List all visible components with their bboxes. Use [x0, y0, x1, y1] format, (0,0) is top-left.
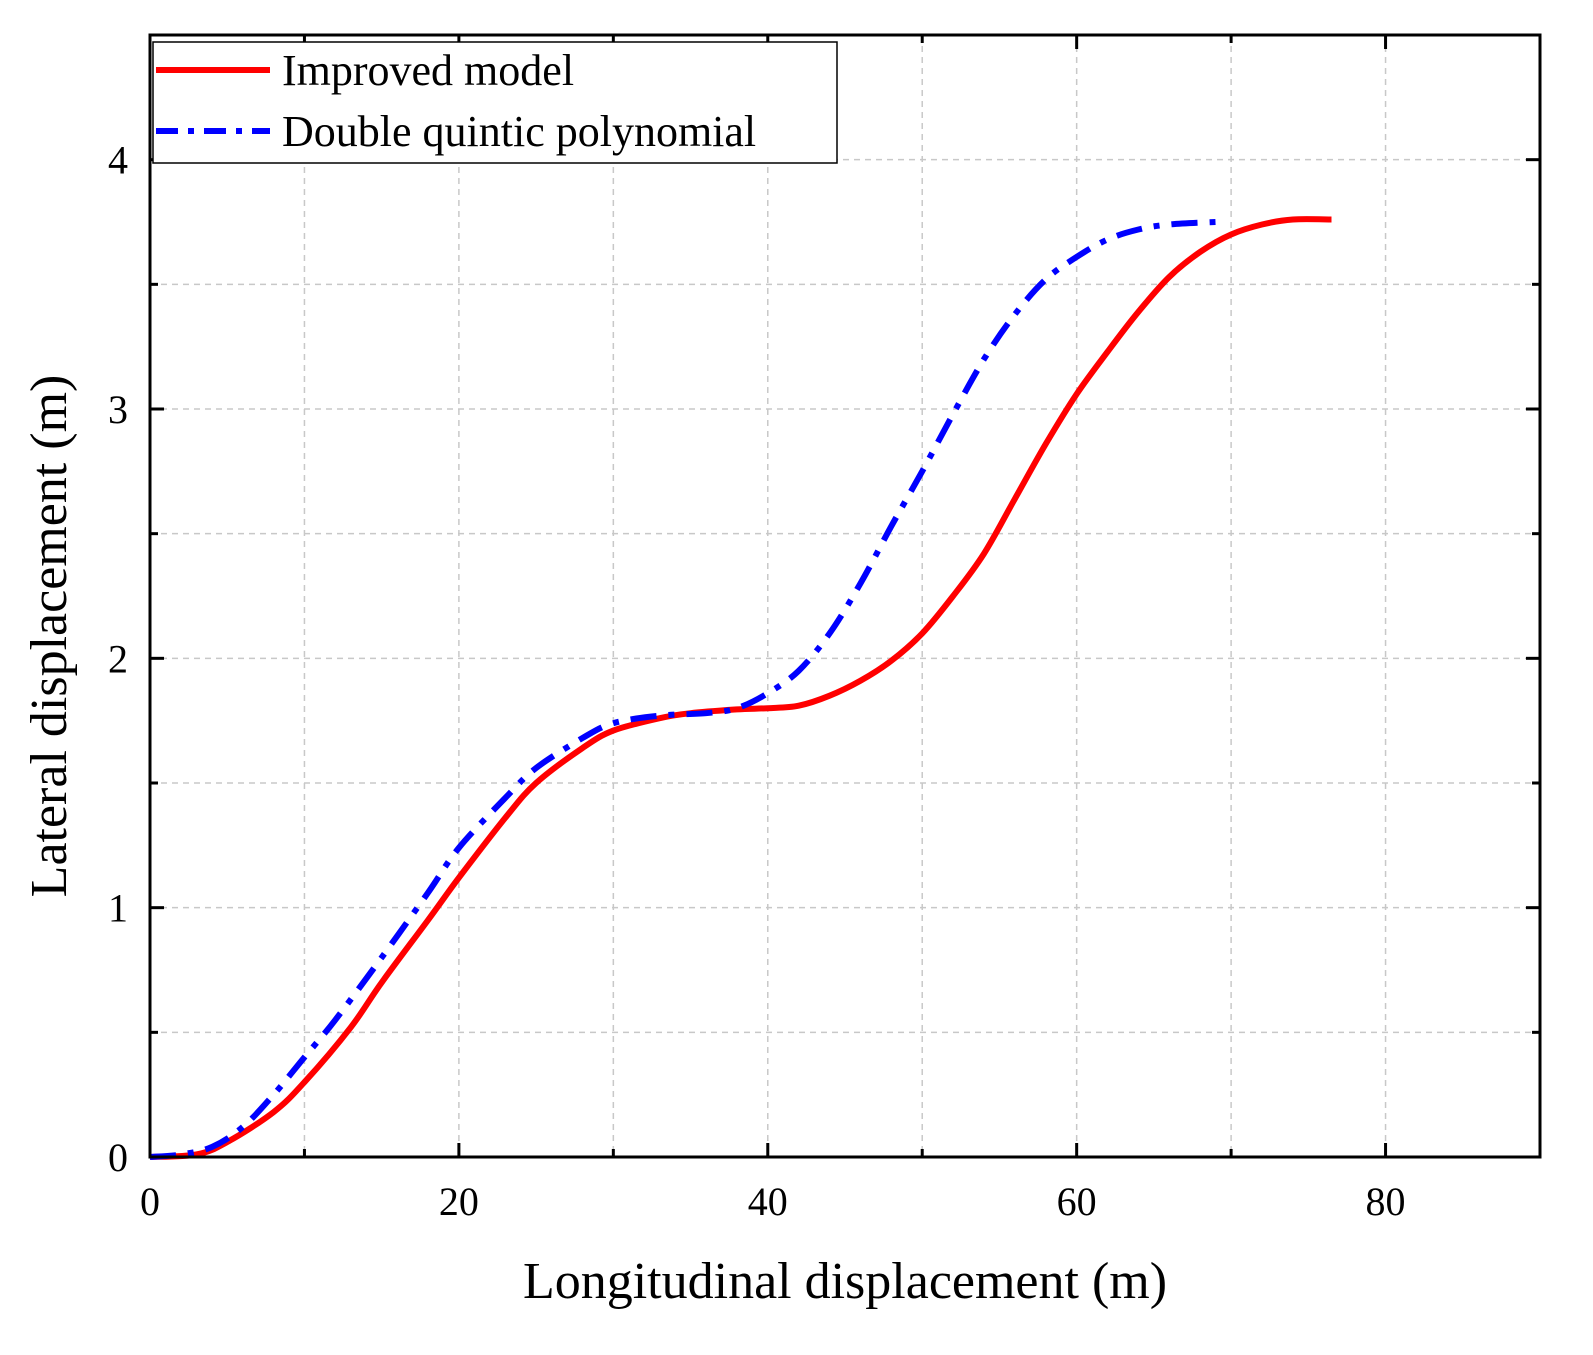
- x-axis-title: Longitudinal displacement (m): [523, 1253, 1167, 1310]
- y-tick-label: 3: [108, 387, 128, 432]
- x-tick-label: 20: [439, 1179, 479, 1224]
- x-tick-label: 0: [140, 1179, 160, 1224]
- grid-lines: [150, 35, 1540, 1157]
- legend: Improved model Double quintic polynomial: [152, 41, 838, 164]
- y-tick-label: 1: [108, 886, 128, 931]
- y-tick-label: 0: [108, 1135, 128, 1180]
- series-lines: [149, 216, 1332, 1160]
- x-tick-label: 80: [1366, 1179, 1406, 1224]
- tick-labels: 0 20 40 60 80 0 1 2 3 4: [108, 138, 1406, 1224]
- series-line-improved-model: [149, 216, 1332, 1160]
- legend-label-double-quintic-polynomial: Double quintic polynomial: [282, 107, 756, 156]
- x-tick-label: 40: [748, 1179, 788, 1224]
- series-line-double-quintic-polynomial: [149, 219, 1216, 1160]
- plot-frame: [148, 33, 1542, 1159]
- legend-label-improved-model: Improved model: [282, 46, 574, 95]
- y-axis-title: Lateral displacement (m): [21, 375, 78, 898]
- legend-box: [152, 41, 838, 164]
- y-tick-label: 2: [108, 636, 128, 681]
- x-tick-label: 60: [1057, 1179, 1097, 1224]
- y-tick-label: 4: [108, 138, 128, 183]
